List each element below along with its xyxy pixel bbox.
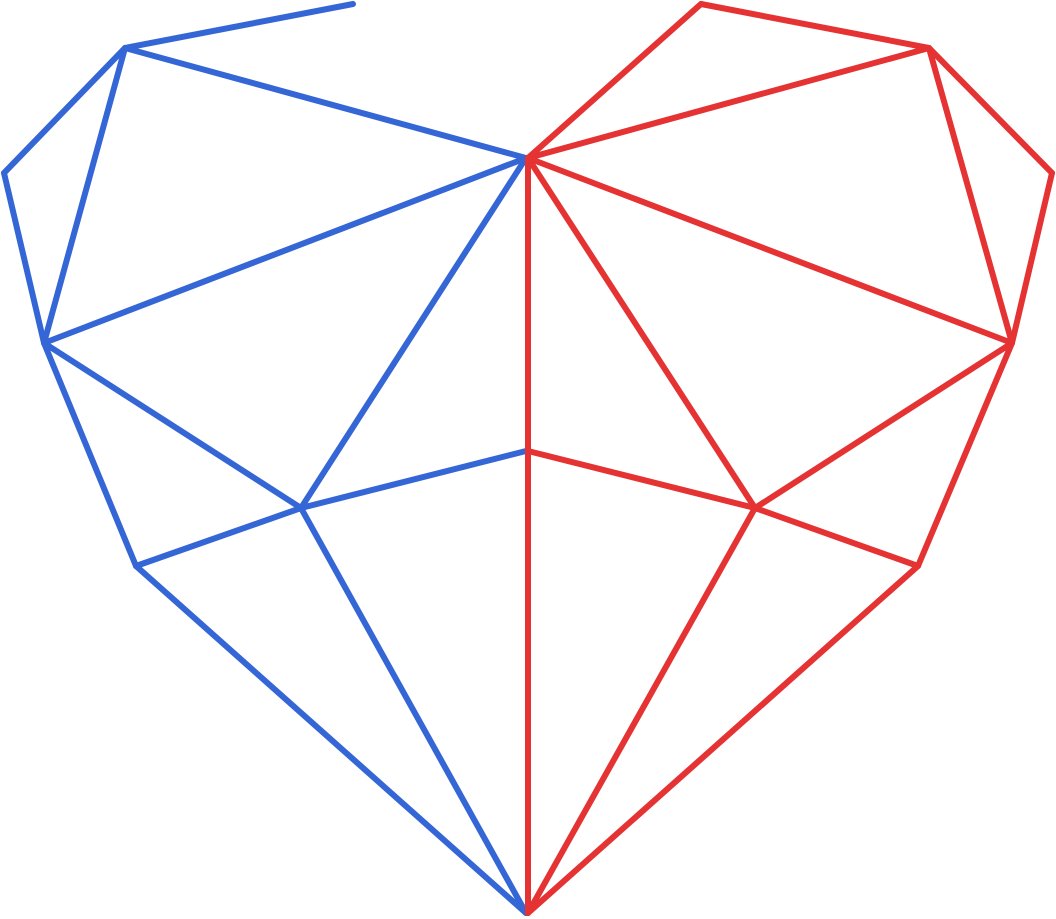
right-edge-AB bbox=[698, 1, 932, 51]
heart-right-half-red bbox=[525, 1, 1055, 916]
right-edge-EH bbox=[915, 340, 1015, 569]
left-edge-BD bbox=[1, 45, 128, 176]
heart-left-half-blue bbox=[1, 1, 529, 916]
left-edge-FG bbox=[298, 448, 529, 511]
right-edge-AC bbox=[525, 1, 704, 161]
right-edge-HI bbox=[525, 563, 921, 916]
left-edge-HF bbox=[133, 505, 304, 569]
left-edge-AB bbox=[122, 1, 356, 51]
right-edge-BE bbox=[926, 45, 1015, 346]
right-edge-BD bbox=[926, 45, 1055, 176]
left-edge-DE bbox=[1, 170, 47, 346]
left-edge-BE bbox=[41, 45, 128, 346]
right-edge-FI bbox=[525, 505, 758, 916]
right-edge-CE bbox=[525, 155, 1015, 346]
left-edge-EC bbox=[41, 155, 529, 346]
right-edge-GF bbox=[525, 448, 758, 511]
left-edge-HI bbox=[133, 563, 529, 916]
right-edge-EF bbox=[752, 340, 1015, 511]
left-edge-FI bbox=[298, 505, 529, 916]
right-edge-DE bbox=[1009, 170, 1055, 346]
right-edge-HF bbox=[752, 505, 921, 569]
left-edge-CF bbox=[298, 155, 529, 511]
right-edge-BC bbox=[525, 45, 932, 161]
left-edge-EH bbox=[41, 340, 139, 569]
right-edge-CF bbox=[525, 155, 758, 511]
left-edge-BC bbox=[122, 45, 529, 161]
left-edge-EF bbox=[41, 340, 304, 511]
